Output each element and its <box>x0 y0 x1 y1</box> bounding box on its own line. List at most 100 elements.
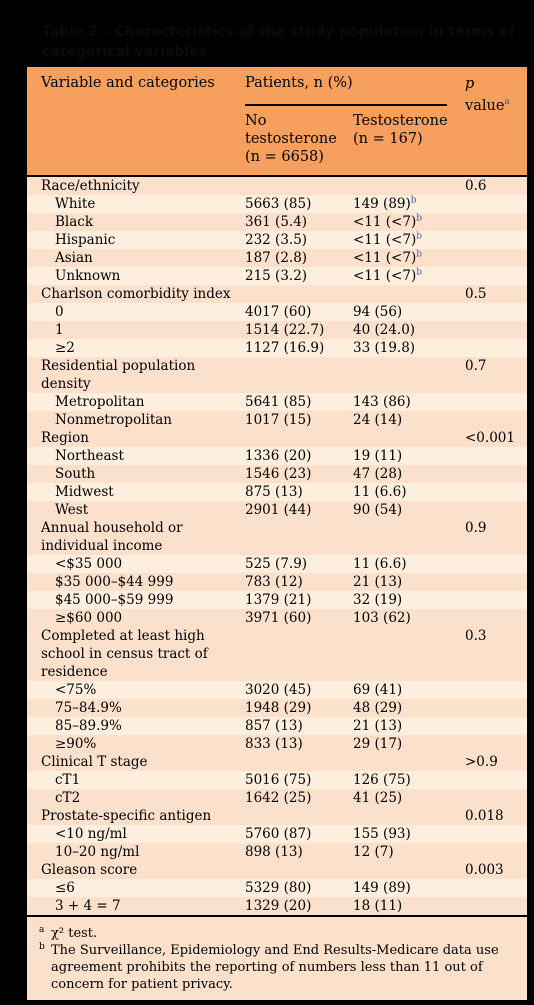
cell-no-testosterone: 361 (5.4) <box>245 214 308 230</box>
cell-testosterone: 40 (24.0) <box>353 322 416 338</box>
table-row-category: ≥$60 000 3971 (60) 103 (62) <box>27 609 527 627</box>
cell-no-testosterone: 5016 (75) <box>245 772 312 788</box>
table-row-category: Nonmetropolitan 1017 (15) 24 (14) <box>27 411 527 429</box>
cell-testosterone: 69 (41) <box>353 682 403 698</box>
row-label: 0 <box>55 304 64 320</box>
row-label: Clinical T stage <box>41 754 148 770</box>
cell-p-value: 0.003 <box>465 862 504 878</box>
table-row-category: 0 4017 (60) 94 (56) <box>27 303 527 321</box>
cell-no-testosterone: 2901 (44) <box>245 502 312 518</box>
table-row-category: ≥2 1127 (16.9) 33 (19.8) <box>27 339 527 357</box>
row-label: <$35 000 <box>55 556 123 572</box>
cell-no-testosterone: 1642 (25) <box>245 790 312 806</box>
cell-testosterone: 29 (17) <box>353 736 403 752</box>
row-label: Region <box>41 430 89 446</box>
cell-testosterone: 90 (54) <box>353 502 403 518</box>
table-row-variable: Residential population density 0.7 <box>27 357 527 393</box>
row-label: Prostate-specific antigen <box>41 808 212 824</box>
row-label: White <box>55 196 96 212</box>
cell-testosterone: 47 (28) <box>353 466 403 482</box>
table-row-variable: Race/ethnicity 0.6 <box>27 176 527 195</box>
table-row-variable: Completed at least high school in census… <box>27 627 527 681</box>
cell-no-testosterone: 5663 (85) <box>245 196 312 212</box>
table-caption: Table 2 – Characteristics of the study p… <box>42 24 516 60</box>
table-row-category: cT1 5016 (75) 126 (75) <box>27 771 527 789</box>
row-label: South <box>55 466 96 482</box>
row-label: 85–89.9% <box>55 718 122 734</box>
cell-no-testosterone: 857 (13) <box>245 718 303 734</box>
cell-testosterone: 143 (86) <box>353 394 411 410</box>
table-row-category: ≥90% 833 (13) 29 (17) <box>27 735 527 753</box>
cell-no-testosterone: 232 (3.5) <box>245 232 308 248</box>
cell-no-testosterone: 1336 (20) <box>245 448 312 464</box>
cell-testosterone: 94 (56) <box>353 304 403 320</box>
table-row-category: West 2901 (44) 90 (54) <box>27 501 527 519</box>
cell-no-testosterone: 1546 (23) <box>245 466 312 482</box>
table-row-category: White 5663 (85) 149 (89)b <box>27 195 527 213</box>
cell-no-testosterone: 5641 (85) <box>245 394 312 410</box>
row-label: 3 + 4 = 7 <box>55 898 121 914</box>
row-label: <10 ng/ml <box>55 826 127 842</box>
table-row-category: 3 + 4 = 7 1329 (20) 18 (11) <box>27 897 527 915</box>
row-label: West <box>55 502 89 518</box>
table-footnotes: a χ² test. b The Surveillance, Epidemiology… <box>27 916 527 1000</box>
header-patients: Patients, n (%) <box>245 75 353 91</box>
cell-testosterone: 12 (7) <box>353 844 394 860</box>
row-label: Midwest <box>55 484 114 500</box>
row-label: Unknown <box>55 268 121 284</box>
cell-no-testosterone: 4017 (60) <box>245 304 312 320</box>
cell-testosterone: 41 (25) <box>353 790 403 806</box>
footnote-marker: b <box>416 267 422 278</box>
cell-testosterone: 24 (14) <box>353 412 403 428</box>
table-row-category: 10–20 ng/ml 898 (13) 12 (7) <box>27 843 527 861</box>
cell-testosterone: 11 (6.6) <box>353 484 407 500</box>
table-row-category: Unknown 215 (3.2) <11 (<7)b <box>27 267 527 285</box>
cell-no-testosterone: 1379 (21) <box>245 592 312 608</box>
cell-testosterone: 21 (13) <box>353 574 403 590</box>
cell-testosterone: 33 (19.8) <box>353 340 416 356</box>
cell-no-testosterone: 187 (2.8) <box>245 250 308 266</box>
cell-testosterone: 19 (11) <box>353 448 403 464</box>
cell-testosterone: <11 (<7)b <box>353 231 422 248</box>
row-label: Residential population density <box>41 358 196 392</box>
footnote: b The Surveillance, Epidemiology and End … <box>39 942 499 992</box>
row-label: Asian <box>55 250 93 266</box>
cell-p-value: 0.3 <box>465 628 487 644</box>
row-label: <75% <box>55 682 97 698</box>
table-row-category: <10 ng/ml 5760 (87) 155 (93) <box>27 825 527 843</box>
table-row-variable: Gleason score 0.003 <box>27 861 527 879</box>
cell-no-testosterone: 5329 (80) <box>245 880 312 896</box>
cell-testosterone: 126 (75) <box>353 772 411 788</box>
cell-no-testosterone: 5760 (87) <box>245 826 312 842</box>
cell-no-testosterone: 875 (13) <box>245 484 303 500</box>
table-row-category: Metropolitan 5641 (85) 143 (86) <box>27 393 527 411</box>
row-label: ≥$60 000 <box>55 610 123 626</box>
cell-p-value: 0.018 <box>465 808 504 824</box>
table-row-category: <75% 3020 (45) 69 (41) <box>27 681 527 699</box>
row-label: $35 000–$44 999 <box>55 574 174 590</box>
cell-testosterone: <11 (<7)b <box>353 249 422 266</box>
cell-no-testosterone: 525 (7.9) <box>245 556 308 572</box>
data-table: Variable and categories Patients, n (%) … <box>27 67 527 1000</box>
cell-no-testosterone: 3971 (60) <box>245 610 312 626</box>
cell-no-testosterone: 215 (3.2) <box>245 268 308 284</box>
row-label: ≤6 <box>55 880 75 896</box>
cell-p-value: 0.9 <box>465 520 487 536</box>
row-label: $45 000–$59 999 <box>55 592 174 608</box>
cell-testosterone: 149 (89) <box>353 880 411 896</box>
table-row-variable: Clinical T stage >0.9 <box>27 753 527 771</box>
header-testosterone: Testosterone (n = 167) <box>353 113 448 147</box>
header-no-testosterone: No testosterone (n = 6658) <box>245 113 337 165</box>
row-label: Metropolitan <box>55 394 145 410</box>
row-label: 1 <box>55 322 64 338</box>
table-row-category: 1 1514 (22.7) 40 (24.0) <box>27 321 527 339</box>
row-label: ≥90% <box>55 736 97 752</box>
table-header: Variable and categories Patients, n (%) … <box>27 67 527 175</box>
row-label: Hispanic <box>55 232 116 248</box>
table-row-variable: Prostate-specific antigen 0.018 <box>27 807 527 825</box>
footnote-marker: b <box>416 249 422 260</box>
row-label: Gleason score <box>41 862 138 878</box>
cell-no-testosterone: 783 (12) <box>245 574 303 590</box>
row-label: Completed at least high school in census… <box>41 628 208 680</box>
row-label: cT1 <box>55 772 81 788</box>
